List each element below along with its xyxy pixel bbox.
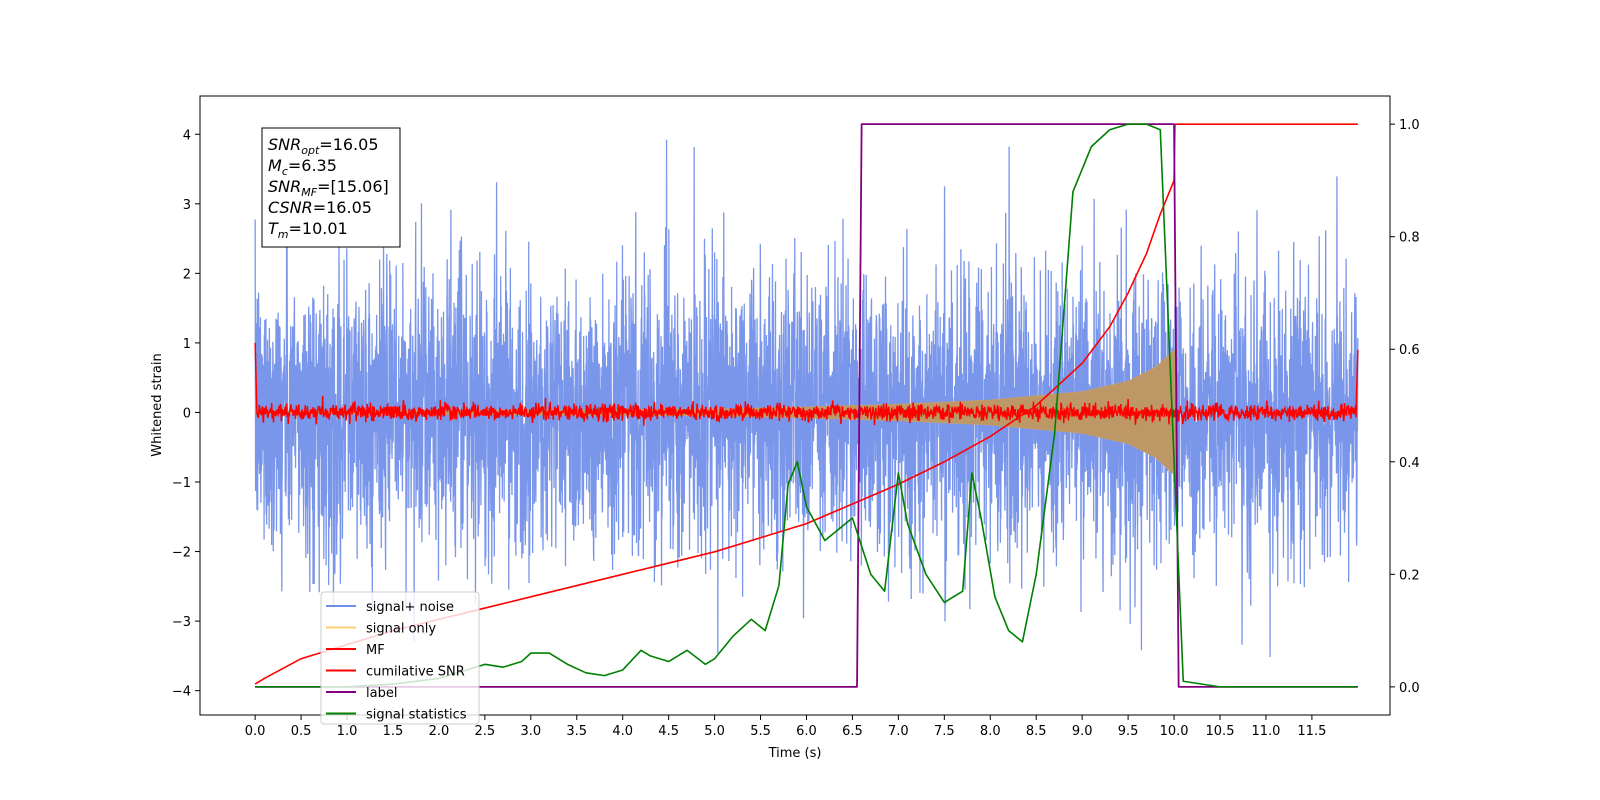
annotation-value: =6.35 — [288, 156, 337, 175]
series-mf-line — [254, 342, 1359, 426]
y-axis-right: 1.0 0.8 0.6 0.4 0.2 0.0 — [1390, 118, 1420, 696]
legend-label: signal+ noise — [366, 600, 454, 615]
legend: signal+ noise signal only MF cumilative SNR… — [320, 591, 480, 725]
x-tick-label: 10.5 — [1206, 724, 1235, 739]
y-tick-label: 3 — [183, 198, 191, 213]
y2-tick-label: 1.0 — [1399, 118, 1420, 133]
x-tick-label: 6.0 — [796, 724, 817, 739]
annotation-subscript: MF — [301, 186, 317, 199]
annotation-symbol: SNR — [268, 135, 301, 154]
annotation-symbol: CSNR — [268, 198, 313, 217]
annotation-frame — [261, 127, 401, 248]
series-label-line — [255, 123, 1358, 688]
legend-label: label — [366, 686, 397, 701]
y-tick-label: −4 — [172, 685, 191, 700]
x-tick-label: 9.0 — [1072, 724, 1093, 739]
y2-tick-label: 0.0 — [1399, 681, 1420, 696]
x-tick-label: 9.5 — [1118, 724, 1139, 739]
annotation-symbol: T — [268, 219, 279, 238]
y2-tick-label: 0.4 — [1399, 456, 1420, 471]
annotation-symbol: M — [268, 156, 282, 175]
y2-tick-label: 0.2 — [1399, 568, 1420, 583]
series-signal-noise-line — [254, 139, 1359, 658]
x-tick-label: 4.5 — [658, 724, 679, 739]
annotation-line: SNRopt=16.05 — [268, 135, 379, 157]
y-tick-label: 2 — [183, 267, 191, 282]
x-tick-label: 6.5 — [842, 724, 863, 739]
annotation-value: =16.05 — [313, 198, 372, 217]
legend-label: signal statistics — [366, 708, 467, 723]
x-tick-label: 0.0 — [245, 724, 266, 739]
annotation-box: SNRopt=16.05Mc=6.35SNRMF=[15.06]CSNR=16.… — [261, 127, 401, 248]
x-tick-label: 8.5 — [1026, 724, 1047, 739]
x-tick-label: 3.0 — [520, 724, 541, 739]
plot-layer — [254, 123, 1359, 688]
x-tick-label: 1.5 — [383, 724, 404, 739]
y-tick-label: 0 — [183, 406, 191, 421]
x-tick-label: 11.5 — [1297, 724, 1326, 739]
plot-frame — [199, 95, 1391, 716]
x-tick-label: 4.0 — [612, 724, 633, 739]
x-axis-label: Time (s) — [768, 746, 822, 761]
x-tick-label: 10.0 — [1160, 724, 1189, 739]
x-tick-label: 2.0 — [429, 724, 450, 739]
series-signal-statistics-line — [255, 123, 1357, 688]
y2-tick-label: 0.6 — [1399, 343, 1420, 358]
annotation-line: Tm=10.01 — [268, 219, 348, 241]
annotation-line: Mc=6.35 — [268, 156, 337, 178]
annotation-value: =16.05 — [319, 135, 378, 154]
y-axis-left: 4 3 2 1 0 −1 −2 −3 −4 — [172, 128, 200, 700]
x-tick-label: 11.0 — [1251, 724, 1280, 739]
x-tick-label: 5.0 — [704, 724, 725, 739]
x-tick-label: 7.0 — [888, 724, 909, 739]
annotation-value: =[15.06] — [317, 177, 389, 196]
y-tick-label: 1 — [183, 337, 191, 352]
legend-frame — [320, 591, 480, 725]
y2-tick-label: 0.8 — [1399, 231, 1420, 246]
x-axis: 0.0 0.5 1.0 1.5 2.0 2.5 3.0 3.5 4.0 4.5 5.0 5.5 6.0 6… — [245, 715, 1326, 739]
annotation-line: CSNR=16.05 — [268, 198, 372, 217]
annotation-symbol: SNR — [268, 177, 301, 196]
annotation-subscript: m — [278, 228, 289, 241]
y-tick-label: −3 — [172, 615, 191, 630]
annotation-value: =10.01 — [289, 219, 348, 238]
x-tick-label: 3.5 — [566, 724, 587, 739]
annotation-subscript: opt — [301, 144, 320, 157]
legend-label: signal only — [366, 622, 436, 637]
x-tick-label: 2.5 — [475, 724, 496, 739]
x-tick-label: 7.5 — [934, 724, 955, 739]
legend-label: MF — [366, 643, 385, 658]
x-tick-label: 8.0 — [980, 724, 1001, 739]
annotation-line: SNRMF=[15.06] — [268, 177, 389, 199]
y-tick-label: −2 — [172, 546, 191, 561]
y-tick-label: 4 — [183, 128, 191, 143]
legend-label: cumilative SNR — [366, 665, 465, 680]
x-tick-label: 0.5 — [291, 724, 312, 739]
y-axis-label: Whitened strain — [150, 353, 165, 456]
y-tick-label: −1 — [172, 476, 191, 491]
x-tick-label: 5.5 — [750, 724, 771, 739]
x-tick-label: 1.0 — [337, 724, 358, 739]
annotation-subscript: c — [282, 165, 288, 178]
